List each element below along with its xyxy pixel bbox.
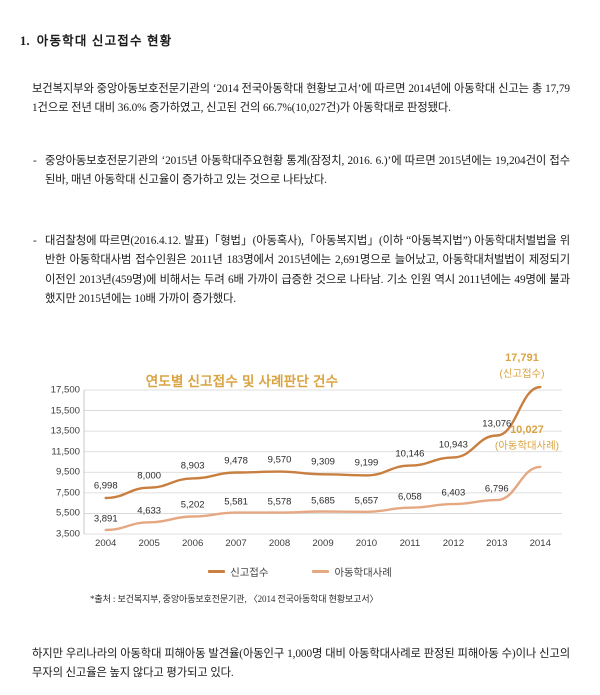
paragraph-1: 보건복지부와 중앙아동보호전문기관의 ‘2014 전국아동학대 현황보고서’에 … xyxy=(32,80,570,119)
y-tick-label: 9,500 xyxy=(55,466,80,478)
x-tick-label: 2011 xyxy=(399,538,421,549)
legend-label-cases: 아동학대사례 xyxy=(334,568,392,579)
chart-data-label: 9,570 xyxy=(267,454,292,466)
chart-container: 연도별 신고접수 및 사례판단 건수 17,500 15,500 13,500 11,… xyxy=(22,352,578,632)
chart-series-line-1 xyxy=(104,465,542,532)
paragraph-2: - 중앙아동보호전문기관의 ‘2015년 아동학대주요현황 통계(잠정치, 20… xyxy=(33,152,570,191)
chart-data-label: 6,998 xyxy=(93,480,118,492)
chart-data-label: 8,000 xyxy=(137,470,162,482)
paragraph-3-text: 대검찰청에 따르면(2016.4.12. 발표)「형법」(아동혹사),「아동복지… xyxy=(45,235,570,306)
y-tick-label: 15,500 xyxy=(50,405,80,417)
x-tick-label: 2010 xyxy=(355,538,378,549)
chart-svg xyxy=(83,386,562,535)
page-title: 1. 아동학대 신고접수 현황 xyxy=(20,30,172,49)
chart-data-label: 10,146 xyxy=(395,448,425,460)
chart-data-label: 5,581 xyxy=(224,496,248,508)
x-tick-label: 2004 xyxy=(95,538,117,549)
chart-annotation-reports: 17,791 (신고접수) xyxy=(499,352,544,380)
x-tick-label: 2012 xyxy=(442,538,465,549)
y-tick-label: 11,500 xyxy=(51,446,80,458)
bullet-dash: - xyxy=(33,155,37,167)
x-tick-label: 2005 xyxy=(138,538,160,549)
x-tick-label: 2009 xyxy=(312,538,334,549)
bullet-dash: - xyxy=(33,235,37,247)
paragraph-4-text: 하지만 우리나라의 아동학대 피해아동 발견율(아동인구 1,000명 대비 아… xyxy=(32,648,570,680)
chart-legend: 신고접수 아동학대사례 xyxy=(22,564,578,579)
chart-data-label: 6,796 xyxy=(484,483,509,495)
legend-swatch-reports xyxy=(208,569,226,574)
x-tick-label: 2014 xyxy=(529,538,551,549)
chart-data-label: 6,403 xyxy=(441,487,466,499)
chart-source-note: *출처 : 보건복지부, 중앙아동보호전문기관, 〈2014 전국아동학대 현황… xyxy=(90,594,379,604)
annotation-value: 17,791 xyxy=(505,352,539,364)
paragraph-4: 하지만 우리나라의 아동학대 피해아동 발견율(아동인구 1,000명 대비 아… xyxy=(32,645,570,684)
legend-label-reports: 신고접수 xyxy=(230,568,269,579)
chart-annotation-cases: 10,027 (아동학대사례) xyxy=(495,424,559,452)
chart-plot-area: 6,998 8,000 8,903 9,478 9,570 9,309 9,199 10,14… xyxy=(22,384,578,564)
chart-title: 연도별 신고접수 및 사례판단 건수 xyxy=(145,374,339,389)
x-tick-label: 2008 xyxy=(268,538,291,549)
chart-data-label: 3,891 xyxy=(93,513,118,525)
chart-data-label: 9,199 xyxy=(354,457,379,469)
chart-data-label: 5,685 xyxy=(311,495,335,507)
annotation-value: 10,027 xyxy=(510,424,544,436)
paragraph-3: - 대검찰청에 따르면(2016.4.12. 발표)「형법」(아동혹사),「아동… xyxy=(33,232,570,310)
y-tick-label: 3,500 xyxy=(55,528,80,540)
chart-data-label: 5,202 xyxy=(180,499,205,511)
x-tick-label: 2013 xyxy=(486,538,508,549)
legend-item-cases: 아동학대사례 xyxy=(312,564,392,579)
chart-data-label: 9,478 xyxy=(224,455,248,466)
x-tick-label: 2006 xyxy=(181,538,204,549)
chart-data-label: 4,633 xyxy=(137,505,162,517)
x-tick-label: 2007 xyxy=(225,538,247,549)
chart-data-label: 13,076 xyxy=(482,418,512,429)
y-tick-label: 13,500 xyxy=(50,425,80,437)
chart-data-label: 10,943 xyxy=(438,439,468,451)
legend-item-reports: 신고접수 xyxy=(208,564,268,579)
y-tick-label: 7,500 xyxy=(55,487,80,499)
annotation-name: (아동학대사례) xyxy=(494,441,560,452)
annotation-name: (신고접수) xyxy=(499,369,545,380)
chart-series-line-0 xyxy=(104,386,542,500)
chart-data-label: 5,578 xyxy=(267,496,292,508)
y-tick-label: 17,500 xyxy=(50,384,80,396)
legend-swatch-cases xyxy=(312,569,330,574)
y-tick-label: 5,500 xyxy=(55,507,80,519)
chart-data-label: 8,903 xyxy=(180,460,205,472)
paragraph-1-text: 보건복지부와 중앙아동보호전문기관의 ‘2014 전국아동학대 현황보고서’에 … xyxy=(32,83,570,115)
heading-number: 1. xyxy=(20,34,30,48)
chart-y-axis-labels: 17,500 15,500 13,500 11,500 9,500 7,500 5,500 3… xyxy=(22,384,80,540)
chart-data-label: 9,309 xyxy=(311,456,335,468)
chart-data-label: 6,058 xyxy=(398,491,422,503)
chart-x-axis-labels: 2004 2005 2006 2007 2008 2009 2010 2011 2012 2013… xyxy=(84,538,578,554)
paragraph-2-text: 중앙아동보호전문기관의 ‘2015년 아동학대주요현황 통계(잠정치, 2016… xyxy=(45,155,570,187)
chart-data-label: 5,657 xyxy=(354,495,379,507)
heading-text: 아동학대 신고접수 현황 xyxy=(36,34,173,48)
